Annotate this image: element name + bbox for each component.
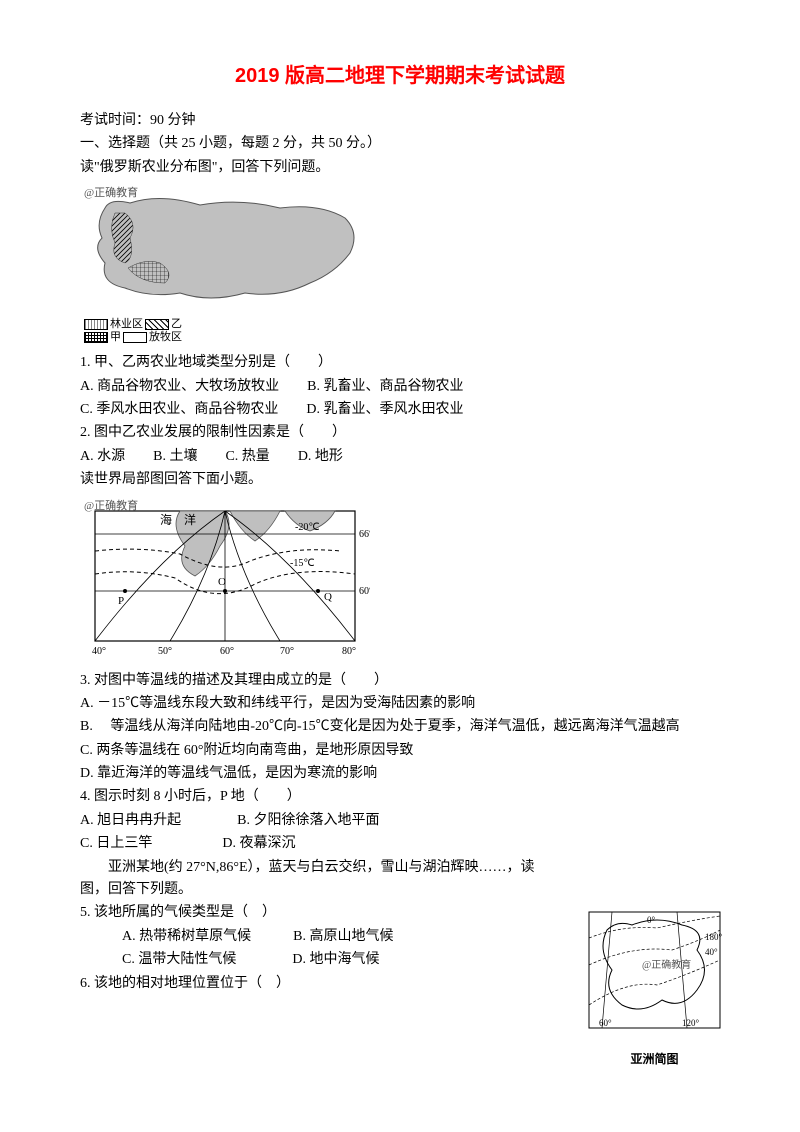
asia-map: 0° 180° 40° 60° 120° @正确教育 亚洲简图 — [587, 900, 722, 1040]
legend-fang-icon — [123, 332, 147, 343]
q5-b: B. 高原山地气候 — [293, 929, 393, 944]
svg-text:80°: 80° — [342, 646, 356, 657]
svg-text:Q: Q — [324, 591, 332, 603]
svg-text:180°: 180° — [705, 932, 722, 942]
svg-text:40°: 40° — [92, 646, 106, 657]
intro-2: 读世界局部图回答下面小题。 — [80, 469, 720, 491]
legend-fang: 放牧区 — [149, 331, 182, 344]
legend-forest: 林业区 — [110, 318, 143, 331]
q1-opts-cd: C. 季风水田农业、商品谷物农业 D. 乳畜业、季风水田农业 — [80, 399, 720, 421]
q2-d: D. 地形 — [298, 449, 343, 464]
svg-text:40°: 40° — [705, 947, 718, 957]
svg-text:O: O — [218, 576, 226, 588]
q5-a: A. 热带稀树草原气候 — [122, 929, 251, 944]
q2-c: C. 热量 — [225, 449, 269, 464]
q3-d: D. 靠近海洋的等温线气温低，是因为寒流的影响 — [80, 763, 720, 785]
exam-time: 考试时间：90 分钟 — [80, 110, 720, 132]
q2-stem: 2. 图中乙农业发展的限制性因素是（ ） — [80, 422, 720, 444]
svg-text:0°: 0° — [647, 915, 656, 925]
q2-opts: A. 水源 B. 土壤 C. 热量 D. 地形 — [80, 446, 720, 468]
q4-stem: 4. 图示时刻 8 小时后，P 地（ ） — [80, 786, 720, 808]
watermark-2: @正确教育 — [84, 498, 138, 516]
section-heading: 一、选择题（共 25 小题，每题 2 分，共 50 分。） — [80, 133, 720, 155]
legend-jia: 甲 — [110, 331, 121, 344]
q5-c: C. 温带大陆性气候 — [122, 952, 236, 967]
q4-opts-cd: C. 日上三竿 D. 夜幕深沉 — [80, 833, 720, 855]
legend-yi-icon — [145, 319, 169, 330]
svg-text:60°: 60° — [599, 1018, 612, 1028]
intro-1: 读"俄罗斯农业分布图"，回答下列问题。 — [80, 157, 720, 179]
svg-text:50°: 50° — [158, 646, 172, 657]
ocean-label: 海 洋 — [160, 512, 196, 527]
q5-d: D. 地中海气候 — [292, 952, 379, 967]
q2-b: B. 土壤 — [153, 449, 197, 464]
q1-opts-ab: A. 商品谷物农业、大牧场放牧业 B. 乳畜业、商品谷物农业 — [80, 376, 720, 398]
q3-c: C. 两条等温线在 60°附近均向南弯曲，是地形原因导致 — [80, 740, 720, 762]
svg-text:P: P — [118, 595, 124, 607]
q2-a: A. 水源 — [80, 449, 125, 464]
q1-b: B. 乳畜业、商品谷物农业 — [307, 379, 463, 394]
q1-d: D. 乳畜业、季风水田农业 — [306, 402, 463, 417]
svg-text:60°: 60° — [359, 586, 370, 597]
svg-text:60°: 60° — [220, 646, 234, 657]
svg-text:66°34′: 66°34′ — [359, 529, 370, 540]
russia-map: @正确教育 林业区 乙 甲 放牧区 — [80, 183, 370, 348]
q3-b: B. 等温线从海洋向陆地由-20℃向-15℃变化是因为处于夏季，海洋气温低，越远… — [80, 716, 720, 738]
q4-c: C. 日上三竿 — [80, 836, 152, 851]
legend-jia-icon — [84, 332, 108, 343]
q1-a: A. 商品谷物农业、大牧场放牧业 — [80, 379, 279, 394]
svg-text:-20℃: -20℃ — [295, 522, 320, 533]
world-partial-svg: P O Q 海 洋 -20℃ -15℃ 66°34′ 60° 40° 50° 6… — [80, 496, 370, 666]
watermark-1: @正确教育 — [84, 185, 138, 203]
q4-b: B. 夕阳徐徐落入地平面 — [237, 813, 379, 828]
asia-map-caption: 亚洲简图 — [587, 1050, 722, 1069]
q3-a: A. －15℃等温线东段大致和纬线平行，是因为受海陆因素的影响 — [80, 693, 720, 715]
map-legend: 林业区 乙 甲 放牧区 — [84, 318, 182, 344]
svg-text:-15℃: -15℃ — [290, 558, 315, 569]
q4-d: D. 夜幕深沉 — [222, 836, 295, 851]
world-partial-map: @正确教育 P O Q 海 洋 -20℃ -15℃ 66°34′ 60° 40°… — [80, 496, 370, 666]
q1-stem: 1. 甲、乙两农业地域类型分别是（ ） — [80, 352, 720, 374]
q4-a: A. 旭日冉冉升起 — [80, 813, 181, 828]
intro-3: 亚洲某地(约 27°N,86°E），蓝天与白云交织，雪山与湖泊辉映……，读图，回… — [80, 857, 560, 902]
watermark-3: @正确教育 — [642, 958, 691, 974]
svg-text:120°: 120° — [682, 1018, 700, 1028]
q4-opts-ab: A. 旭日冉冉升起 B. 夕阳徐徐落入地平面 — [80, 810, 720, 832]
legend-forest-icon — [84, 319, 108, 330]
legend-yi: 乙 — [171, 318, 182, 331]
q1-c: C. 季风水田农业、商品谷物农业 — [80, 402, 278, 417]
svg-text:70°: 70° — [280, 646, 294, 657]
page-title: 2019 版高二地理下学期期末考试试题 — [80, 60, 720, 92]
q3-stem: 3. 对图中等温线的描述及其理由成立的是（ ） — [80, 670, 720, 692]
